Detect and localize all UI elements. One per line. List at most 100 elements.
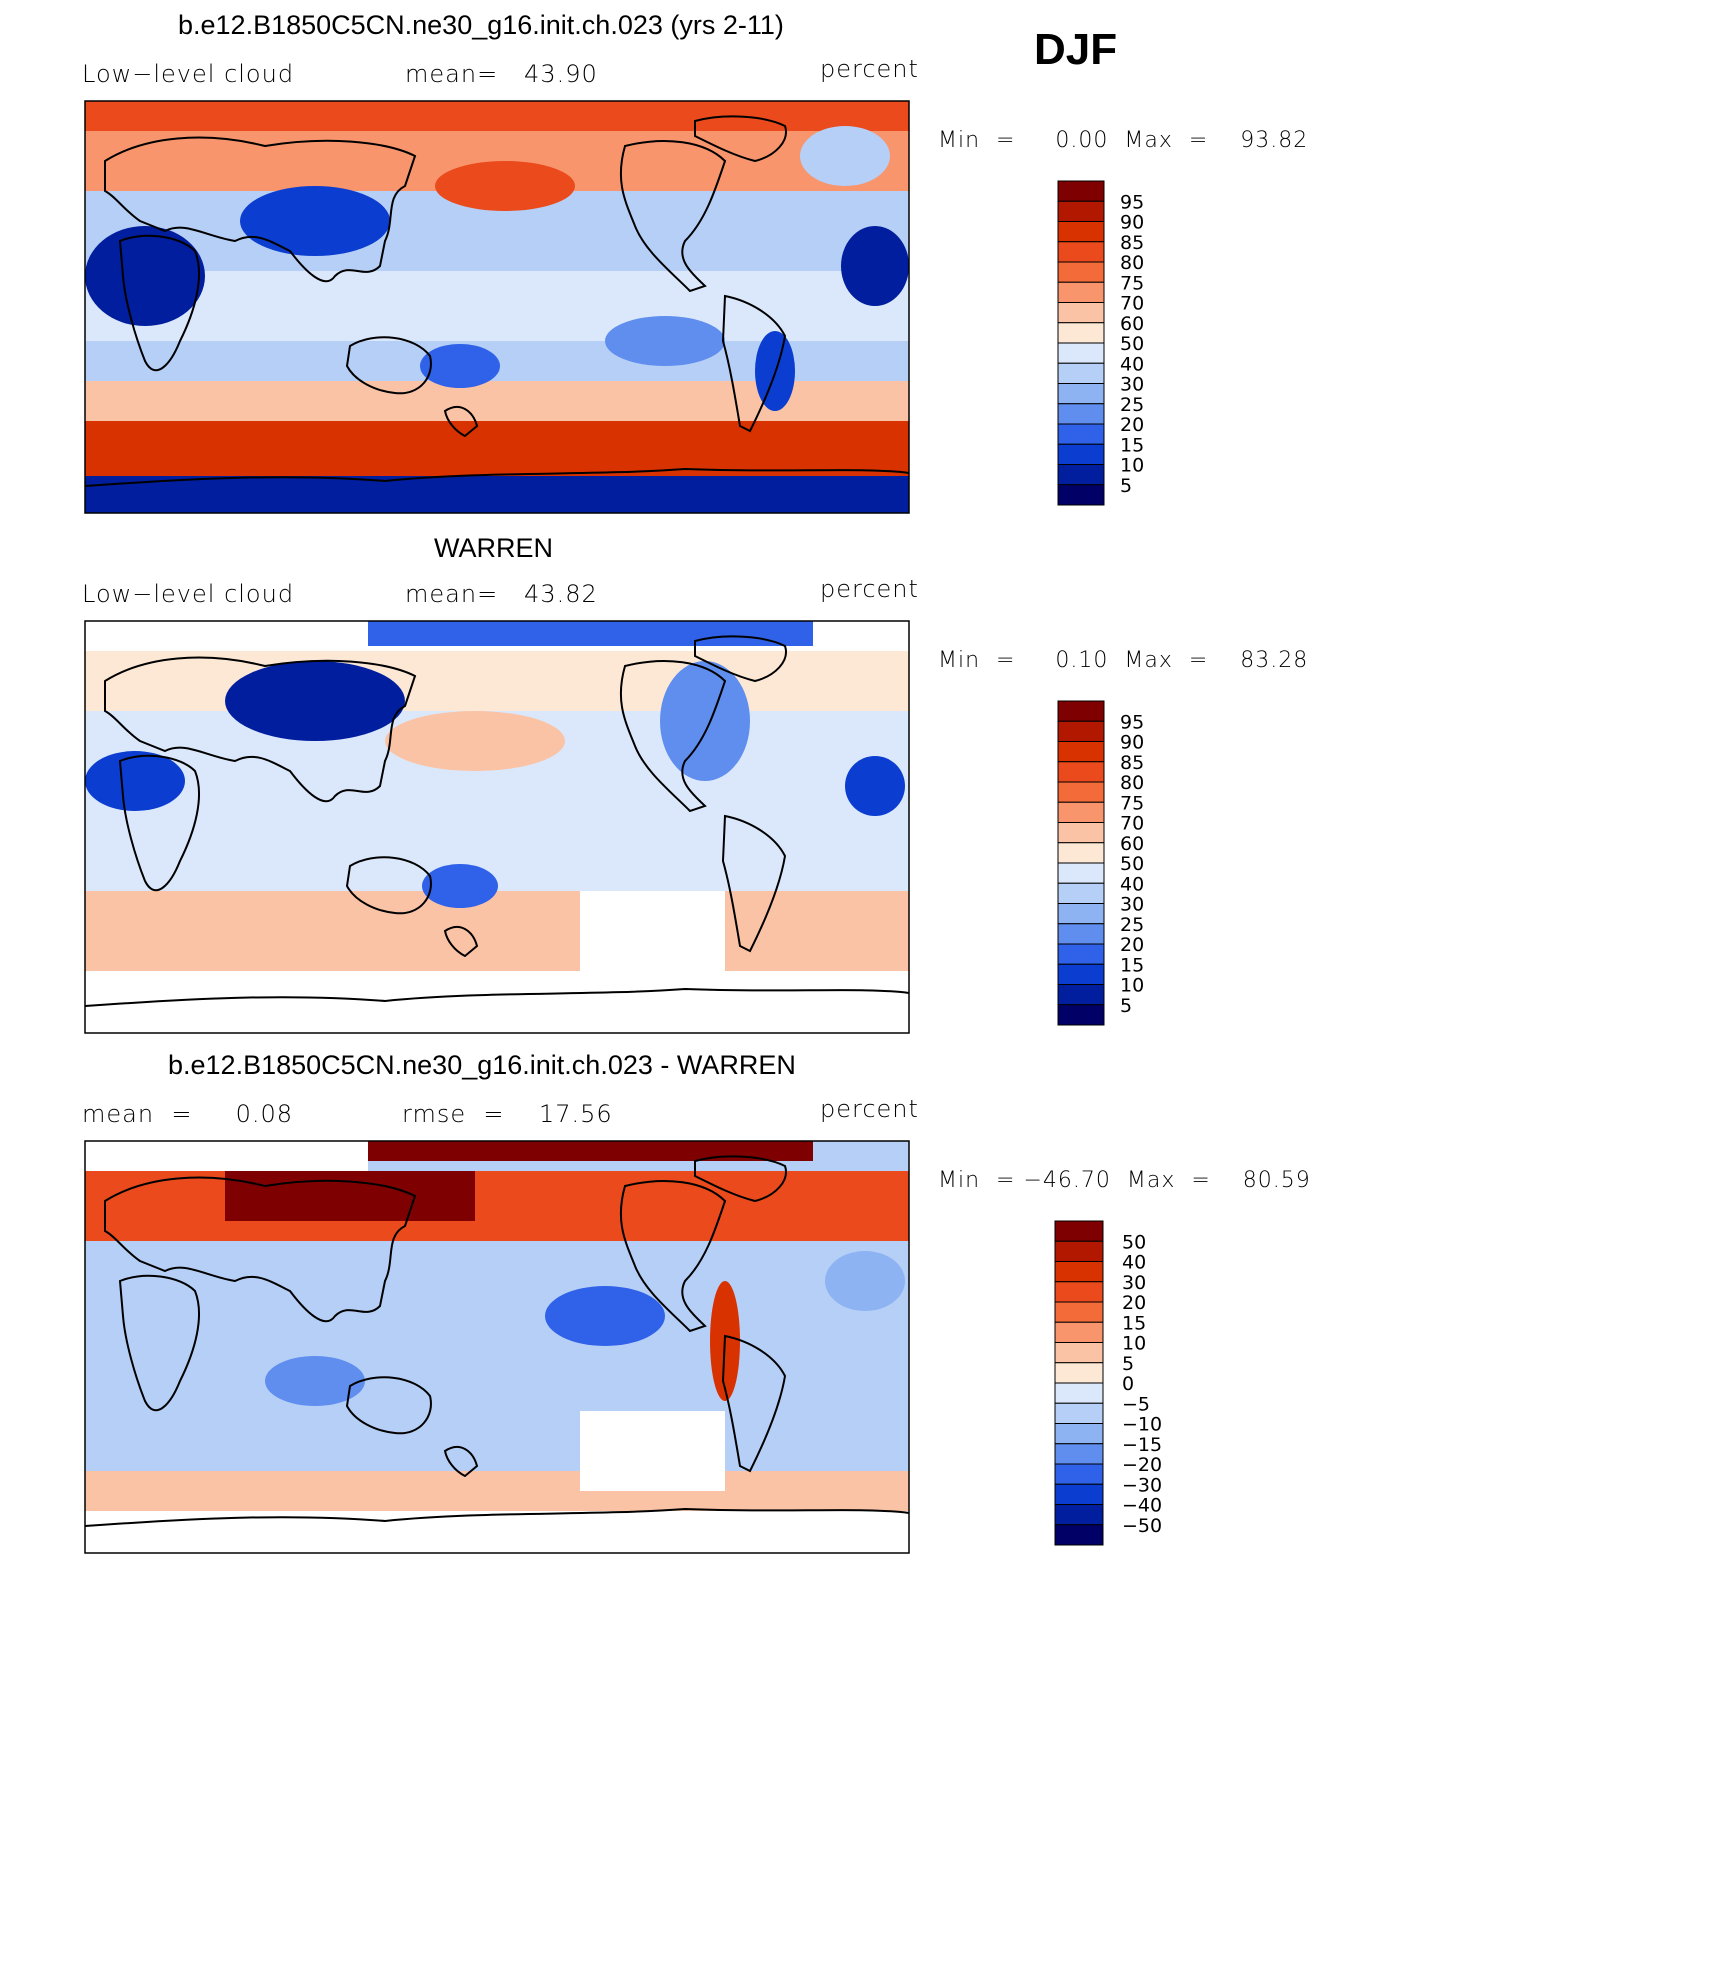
colorbar-tick-label: 50 (1122, 1231, 1146, 1253)
colorbar-tick-label: −5 (1122, 1393, 1150, 1415)
colorbar-tick-label: 50 (1120, 853, 1144, 875)
colorbar-swatch (1057, 241, 1105, 263)
colorbar-swatch (1054, 1281, 1104, 1303)
colorbar-tick-label: −30 (1122, 1474, 1162, 1496)
panel-1-min-max: Min = 0.00 Max = 93.82 (938, 128, 1309, 153)
panel-3-rmse-label: rmse = 17.56 (402, 1100, 613, 1128)
colorbar-swatch (1054, 1220, 1104, 1242)
panel-2-title: WARREN (434, 533, 553, 563)
colorbar-swatch (1057, 720, 1105, 742)
colorbar-tick-label: 5 (1120, 995, 1132, 1017)
season-label: DJF (1034, 25, 1118, 74)
colorbar-swatch (1057, 302, 1105, 324)
colorbar-tick-label: 70 (1120, 293, 1144, 315)
colorbar-swatch (1057, 261, 1105, 283)
colorbar-swatch (1057, 842, 1105, 864)
panel-2-min-max: Min = 0.10 Max = 83.28 (938, 648, 1309, 673)
colorbar-swatch (1057, 741, 1105, 763)
colorbar-swatch (1057, 700, 1105, 722)
colorbar-tick-label: 75 (1120, 272, 1144, 294)
colorbar-tick-label: 5 (1120, 475, 1132, 497)
colorbar-swatch (1054, 1321, 1104, 1343)
colorbar-swatch (1054, 1504, 1104, 1526)
colorbar-tick-label: 50 (1120, 333, 1144, 355)
colorbar-tick-label: 70 (1120, 813, 1144, 835)
colorbar-swatch (1057, 443, 1105, 465)
colorbar-tick-label: 20 (1122, 1292, 1146, 1314)
panel-3-title: b.e12.B1850C5CN.ne30_g16.init.ch.023 - W… (168, 1050, 796, 1080)
colorbar-tick-label: 85 (1120, 752, 1144, 774)
colorbar-tick-label: 10 (1120, 975, 1144, 997)
colorbar-swatch (1057, 484, 1105, 506)
colorbar-swatch (1054, 1402, 1104, 1424)
panel-2-units-label: percent (820, 575, 919, 603)
colorbar-swatch (1057, 362, 1105, 384)
map-panel-2 (84, 620, 910, 1034)
colorbar-swatch (1057, 464, 1105, 486)
colorbar-swatch (1057, 862, 1105, 884)
colorbar-tick-label: −50 (1122, 1515, 1162, 1537)
colorbar-tick-label: 60 (1120, 313, 1144, 335)
colorbar-tick-label: 40 (1120, 873, 1144, 895)
colorbar-swatch (1054, 1261, 1104, 1283)
colorbar-tick-label: 40 (1120, 353, 1144, 375)
colorbar-tick-label: 25 (1120, 394, 1144, 416)
colorbar-tick-label: 90 (1120, 732, 1144, 754)
colorbar-swatch (1057, 761, 1105, 783)
colorbar-swatch (1057, 180, 1105, 202)
colorbar-tick-label: −20 (1122, 1454, 1162, 1476)
map-panel-1 (84, 100, 910, 514)
colorbar-swatch (1057, 221, 1105, 243)
panel-1-variable-label: Low−level cloud (82, 60, 295, 88)
colorbar-swatch (1054, 1342, 1104, 1364)
map-panel-3 (84, 1140, 910, 1554)
colorbar-tick-label: 90 (1120, 212, 1144, 234)
colorbar-swatch (1057, 383, 1105, 405)
panel-3-units-label: percent (820, 1095, 919, 1123)
colorbar-swatch (1057, 281, 1105, 303)
colorbar-tick-label: 20 (1120, 414, 1144, 436)
colorbar-swatch (1054, 1362, 1104, 1384)
colorbar-tick-label: 20 (1120, 934, 1144, 956)
colorbar-swatch (1057, 1004, 1105, 1026)
colorbar-swatch (1054, 1524, 1104, 1546)
colorbar-tick-label: 30 (1120, 894, 1144, 916)
colorbar-tick-label: 15 (1120, 434, 1144, 456)
colorbar-tick-label: 80 (1120, 252, 1144, 274)
colorbar-tick-label: 15 (1120, 954, 1144, 976)
panel-3-min-max: Min = −46.70 Max = 80.59 (938, 1168, 1311, 1193)
colorbar-swatch (1057, 963, 1105, 985)
colorbar-swatch (1054, 1483, 1104, 1505)
colorbar-swatch (1057, 822, 1105, 844)
colorbar-tick-label: 10 (1122, 1333, 1146, 1355)
colorbar-swatch (1054, 1463, 1104, 1485)
colorbar-swatch (1057, 322, 1105, 344)
colorbar-tick-label: 30 (1120, 374, 1144, 396)
colorbar-swatch (1054, 1443, 1104, 1465)
colorbar-tick-label: 40 (1122, 1252, 1146, 1274)
colorbar-swatch (1057, 403, 1105, 425)
colorbar-tick-label: 95 (1120, 191, 1144, 213)
colorbar-swatch (1057, 423, 1105, 445)
colorbar-swatch (1057, 882, 1105, 904)
colorbar-tick-label: −40 (1122, 1495, 1162, 1517)
colorbar-swatch (1054, 1382, 1104, 1404)
colorbar-swatch (1054, 1240, 1104, 1262)
colorbar-swatch (1057, 943, 1105, 965)
colorbar-tick-label: 10 (1120, 455, 1144, 477)
colorbar-tick-label: 95 (1120, 711, 1144, 733)
colorbar-swatch (1057, 923, 1105, 945)
colorbar-tick-label: 25 (1120, 914, 1144, 936)
colorbar-swatch (1057, 903, 1105, 925)
colorbar-tick-label: 80 (1120, 772, 1144, 794)
colorbar-tick-label: 5 (1122, 1353, 1134, 1375)
panel-1-mean-label: mean= 43.90 (405, 60, 598, 88)
panel-3-mean-label: mean = 0.08 (82, 1100, 294, 1128)
colorbar-tick-label: 75 (1120, 792, 1144, 814)
colorbar-swatch (1057, 781, 1105, 803)
colorbar-swatch (1054, 1301, 1104, 1323)
